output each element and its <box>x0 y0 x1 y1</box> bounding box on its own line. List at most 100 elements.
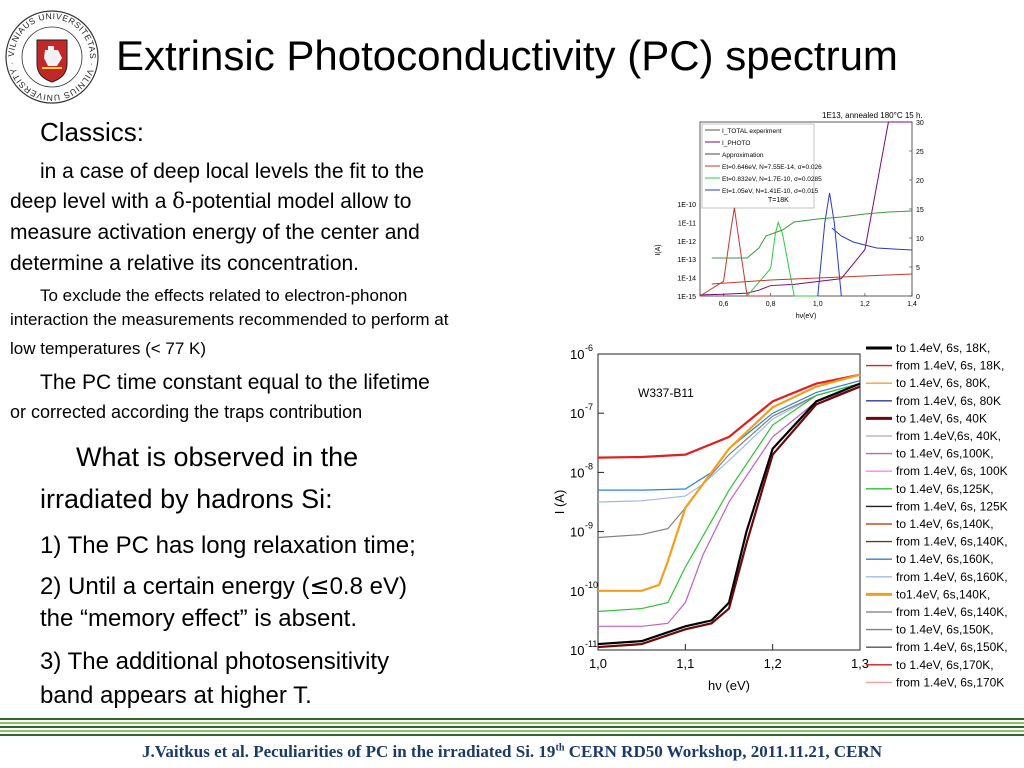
para1-line2: deep level with a δ-potential model allo… <box>10 189 412 213</box>
chart1-blue-tail <box>831 227 913 251</box>
chart1-ytick-left: 1E-11 <box>678 220 696 227</box>
chart-w337-b11: 1,0 1,1 1,2 1,3hν (eV)10-610-710-810-910-10… <box>552 341 1008 693</box>
chart1-xtick-label: 0,8 <box>766 301 776 308</box>
chart2-xtick-label: 1,0 <box>589 656 607 671</box>
para1-line3: measure activation energy of the center … <box>10 221 420 244</box>
chart1-xtick-label: 1,2 <box>860 301 870 308</box>
delta-symbol: δ <box>172 189 185 213</box>
chart2-ytick-base: 10 <box>570 525 584 540</box>
chart2-legend-label: from 1.4eV, 6s,140K, <box>896 535 1008 549</box>
chart2-ytick-exp: -8 <box>585 461 593 471</box>
chart2-series-line <box>597 382 861 646</box>
chart1-ytick-left: 1E-14 <box>677 276 696 283</box>
chart2-legend-label: to 1.4eV, 6s,140K, <box>896 517 994 531</box>
chart2-annotation: W337-B11 <box>638 386 694 400</box>
slide-title: Extrinsic Photoconductivity (PC) spectru… <box>116 32 898 79</box>
chart2-ytick-base: 10 <box>570 465 584 480</box>
para3-line2: or corrected according the traps contrib… <box>10 402 363 422</box>
chart2-ytick-exp: -10 <box>585 580 598 590</box>
chart1-xtick-label: 0,6 <box>719 301 729 308</box>
chart1-legend-box <box>701 123 815 209</box>
chart1-legend-label: Et=0.832eV, N=1.7E-10, σ=0.0285 <box>722 176 822 183</box>
chart-pc-spectrum-fit: 1E13, annealed 180°C 15 h. 0,6 0,8 1,0 1,2 1,… <box>655 111 924 320</box>
chart1-legend-label: Approximation <box>722 152 764 159</box>
chart1-series-line <box>817 192 842 297</box>
chart2-legend-label: from 1.4eV, 6s,160K, <box>896 570 1008 584</box>
chart2-legend-label: to 1.4eV, 6s,100K, <box>896 447 994 461</box>
list-item-2-line1: 2) Until a certain energy (≤0.8 eV) <box>40 572 407 600</box>
chart2-series-line <box>597 385 861 649</box>
chart1-legend-label: Et=1.05eV, N=1.41E-10, σ=0.015 <box>722 188 818 195</box>
university-seal-logo: VILNIAUS UNIVERSITETAS · VILNIUS UNIVERS… <box>2 2 99 104</box>
chart2-legend-label: to 1.4eV, 6s, 40K <box>896 411 987 425</box>
le-symbol: ≤ <box>309 572 330 600</box>
chart2-legend-label: from 1.4eV, 6s,170K <box>896 675 1004 689</box>
chart2-legend-label: from 1.4eV, 6s,150K, <box>896 640 1008 654</box>
chart1-approximation-line <box>711 210 913 259</box>
chart2-ytick-exp: -6 <box>585 343 593 353</box>
para3-line1: The PC time constant equal to the lifeti… <box>40 371 430 394</box>
chart2-legend-label: from 1.4eV,6s, 40K, <box>896 429 1001 443</box>
chart1-ytick-right: 30 <box>916 120 924 127</box>
chart1-ytick-right: 0 <box>916 294 920 301</box>
chart1-legend-label: I_PHOTO <box>722 140 750 147</box>
list-item-3-line2: band appears at higher T. <box>40 682 312 709</box>
heading2-line1: What is observed in the <box>76 442 359 472</box>
heading2-line2: irradiated by hadrons Si: <box>40 484 333 514</box>
footer-bar-4 <box>0 730 1024 732</box>
chart1-ylabel: I(A) <box>655 244 662 255</box>
chart2-legend-label: to 1.4eV, 6s,150K, <box>896 623 994 637</box>
footer-bar-3 <box>0 726 1024 728</box>
chart2-legend-label: to 1.4eV, 6s,160K, <box>896 552 994 566</box>
footer-bar-5 <box>0 734 1024 736</box>
heading-classics: Classics: <box>40 117 145 147</box>
chart2-ylabel: I (A) <box>552 490 567 515</box>
chart2-legend-label: from 1.4eV, 6s, 18K, <box>896 359 1004 373</box>
footer-bar-1 <box>0 718 1024 720</box>
chart2-legend-label: to 1.4eV, 6s,170K, <box>896 658 994 672</box>
chart2-legend-label: to1.4eV, 6s,140K, <box>896 587 990 601</box>
chart1-red-tail <box>711 273 913 285</box>
chart1-annotation: T=18K <box>768 197 789 204</box>
chart1-ytick-right: 20 <box>916 178 924 185</box>
chart2-xlabel: hν (eV) <box>708 678 750 693</box>
para1-line4: determine a relative its concentration. <box>10 252 360 275</box>
chart2-legend-label: from 1.4eV, 6s, 80K <box>896 394 1001 408</box>
chart2-xtick-label: 1,3 <box>851 656 869 671</box>
chart2-ytick-base: 10 <box>570 347 584 362</box>
footer-citation: J.Vaitkus et al. Peculiarities of PC in … <box>141 742 883 761</box>
chart1-legend-label: I_TOTAL experiment <box>722 128 782 135</box>
chart1-ytick-right: 10 <box>916 236 924 243</box>
chart1-legend-label: Et=0.646eV, N=7.55E-14, σ=0.026 <box>722 164 822 171</box>
chart2-ytick-exp: -9 <box>585 521 593 531</box>
chart2-legend-label: from 1.4eV, 6s, 125K <box>896 499 1008 513</box>
chart1-ytick-right: 15 <box>916 207 924 214</box>
chart2-legend-label: from 1.4eV, 6s, 100K <box>896 464 1008 478</box>
para2-line2: interaction the measurements recommended… <box>10 310 449 329</box>
chart2-ytick-base: 10 <box>570 406 584 421</box>
para1-line1: in a case of deep local levels the fit t… <box>40 160 425 183</box>
chart1-ytick-left: 1E-12 <box>677 239 696 246</box>
chart1-series-line <box>699 207 771 297</box>
chart2-series-line <box>597 383 861 613</box>
chart2-ytick-base: 10 <box>570 584 584 599</box>
chart1-series-line <box>746 220 818 297</box>
chart1-ytick-right: 25 <box>916 149 924 156</box>
footer-divider <box>0 718 1024 736</box>
chart2-legend-label: from 1.4eV, 6s,140K, <box>896 605 1008 619</box>
chart2-series-line <box>598 373 861 592</box>
para2-line3: low temperatures (< 77 K) <box>10 339 207 358</box>
chart2-ytick-base: 10 <box>570 643 584 658</box>
chart2-series-line <box>597 373 861 459</box>
chart2-xtick-label: 1,2 <box>764 656 782 671</box>
list-item-1: 1) The PC has long relaxation time; <box>40 532 416 559</box>
chart2-legend-label: to 1.4eV, 6s, 18K, <box>896 341 990 355</box>
chart1-ytick-right: 5 <box>916 265 920 272</box>
chart2-series-line <box>598 385 861 627</box>
chart2-xtick-label: 1,1 <box>676 656 694 671</box>
chart1-series-line <box>699 121 912 296</box>
list-item-2-line2: the “memory effect” is absent. <box>40 605 358 632</box>
chart1-ytick-left: 1E-10 <box>677 202 696 209</box>
chart1-xtick-label: 1,4 <box>907 301 917 308</box>
chart2-ytick-exp: -11 <box>585 639 597 649</box>
